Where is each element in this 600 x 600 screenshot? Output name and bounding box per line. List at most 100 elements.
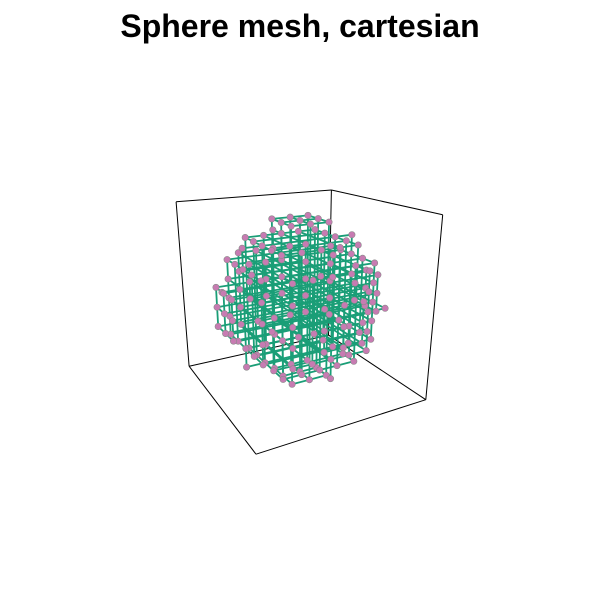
mesh-node <box>246 295 254 303</box>
mesh-edge <box>319 288 340 294</box>
mesh-edge <box>290 265 312 270</box>
mesh-node <box>339 350 347 358</box>
mesh-edge <box>242 285 265 292</box>
mesh-node <box>326 260 334 268</box>
mesh-edge <box>299 349 318 356</box>
mesh-node <box>236 285 244 293</box>
mesh-edge <box>262 285 274 294</box>
mesh-node <box>289 365 297 373</box>
mesh-node <box>231 260 239 268</box>
mesh-edge <box>309 285 322 294</box>
mesh-node <box>317 246 325 254</box>
mesh-node <box>317 272 325 280</box>
mesh-edge <box>332 289 351 295</box>
mesh-node <box>229 317 237 325</box>
mesh-edge <box>241 247 244 271</box>
mesh-node <box>301 291 309 299</box>
mesh-node <box>287 222 295 230</box>
mesh-node <box>296 217 304 225</box>
mesh-edge <box>262 305 274 315</box>
mesh-node <box>278 289 286 297</box>
mesh-edge <box>281 288 292 296</box>
mesh-node <box>237 320 245 328</box>
mesh-node <box>350 357 358 365</box>
mesh-edge <box>289 234 309 239</box>
mesh-node <box>250 352 258 360</box>
mesh-node <box>320 348 328 356</box>
mesh-edge <box>260 279 263 304</box>
mesh-node <box>340 323 348 331</box>
mesh-edge <box>244 253 265 259</box>
mesh-node <box>381 304 389 312</box>
mesh-node <box>279 375 287 383</box>
mesh-node <box>286 242 294 250</box>
mesh-edge <box>313 282 325 290</box>
mesh-edge <box>313 265 326 272</box>
mesh-nodes <box>212 211 389 388</box>
mesh-node <box>277 219 285 227</box>
mesh-node <box>221 310 229 318</box>
mesh-node <box>371 259 379 267</box>
mesh-node <box>327 355 335 363</box>
mesh-node <box>355 328 363 336</box>
mesh-node <box>321 229 329 237</box>
box-edge <box>176 189 332 203</box>
mesh-edge <box>261 265 273 273</box>
mesh-node <box>214 322 222 330</box>
plot-title: Sphere mesh, cartesian <box>120 8 480 44</box>
mesh-node <box>298 249 306 257</box>
mesh-edge <box>242 289 254 298</box>
mesh-node <box>309 276 317 284</box>
mesh-edge <box>252 315 255 338</box>
mesh-edge <box>300 335 314 345</box>
mesh-edge <box>326 320 339 330</box>
mesh-node <box>359 319 367 327</box>
mesh-node <box>249 238 257 246</box>
mesh-edge <box>342 304 346 328</box>
mesh-node <box>335 316 343 324</box>
mesh-edge <box>281 302 293 311</box>
mesh-edge <box>338 267 341 290</box>
mesh-node <box>246 278 254 286</box>
mesh-node <box>298 371 306 379</box>
mesh-node <box>278 273 286 281</box>
mesh-node <box>359 254 367 262</box>
mesh-node <box>239 265 247 273</box>
mesh-edge <box>316 237 330 245</box>
mesh-edge <box>308 324 322 334</box>
mesh-edges <box>215 214 387 386</box>
mesh-edge <box>251 291 274 298</box>
mesh-node <box>329 273 337 281</box>
mesh-node <box>345 351 353 359</box>
mesh-node <box>370 279 378 287</box>
mesh-edge <box>300 315 314 325</box>
mesh-edge <box>299 237 319 243</box>
mesh-edge <box>331 294 352 300</box>
mesh-node <box>362 347 370 355</box>
mesh-edge <box>253 260 264 268</box>
mesh-node <box>267 247 275 255</box>
mesh-node <box>259 341 267 349</box>
mesh-edge <box>243 309 254 318</box>
mesh-edge <box>243 309 247 331</box>
mesh-edge <box>281 305 292 314</box>
mesh-node <box>260 231 268 239</box>
mesh-node <box>277 229 285 237</box>
mesh-node <box>308 360 316 368</box>
mesh-node <box>373 289 381 297</box>
mesh-edge <box>349 294 352 317</box>
mesh-edge <box>244 328 255 338</box>
mesh-node <box>342 237 350 245</box>
mesh-node <box>304 211 312 219</box>
mesh-edge <box>349 272 353 297</box>
mesh-edge <box>246 312 250 332</box>
mesh-edge <box>338 288 352 297</box>
mesh-node <box>294 227 302 235</box>
mesh-node <box>364 308 372 316</box>
mesh-node <box>348 270 356 278</box>
mesh-node <box>270 367 278 375</box>
mesh-edge <box>280 269 292 277</box>
mesh-node <box>326 375 334 383</box>
mesh-node <box>302 275 310 283</box>
